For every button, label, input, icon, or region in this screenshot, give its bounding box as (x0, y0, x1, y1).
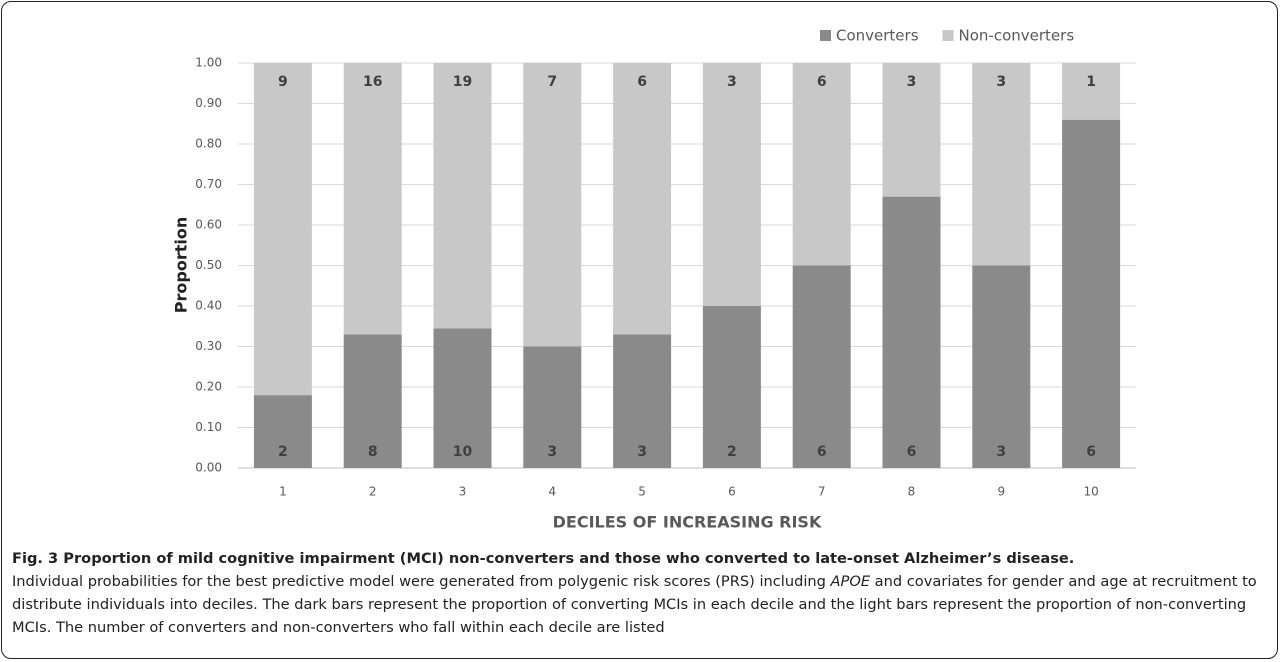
y-tick-label: 0.50 (195, 258, 222, 272)
x-tick-label: 10 (1083, 485, 1098, 499)
x-tick-label: 7 (818, 485, 826, 499)
count-label: 2 (727, 444, 737, 460)
legend-label: Non-converters (959, 27, 1075, 45)
bar-segment (613, 334, 672, 468)
count-label: 3 (907, 74, 917, 90)
bar-segment (253, 395, 312, 468)
legend-swatch (942, 30, 954, 41)
count-label: 1 (1086, 74, 1096, 90)
count-label: 8 (368, 444, 378, 460)
chart: Proportion DECILES OF INCREASING RISK 0.… (172, 27, 1136, 532)
y-tick-label: 0.60 (195, 218, 222, 232)
legend-label: Converters (836, 27, 919, 45)
caption-body: Individual probabilities for the best pr… (12, 573, 831, 590)
legend-swatch (820, 30, 831, 41)
x-tick-label: 9 (997, 485, 1005, 499)
x-tick-label: 5 (638, 485, 646, 499)
count-label: 7 (547, 74, 557, 90)
y-tick-label: 0.80 (195, 137, 222, 151)
bar-segment (343, 63, 402, 335)
bar-segment (702, 63, 761, 306)
bar-segment (972, 63, 1031, 266)
count-label: 6 (817, 74, 827, 90)
bar-segment (523, 63, 582, 347)
y-tick-label: 0.70 (195, 177, 222, 191)
bar-segment (1062, 119, 1121, 468)
caption: Fig. 3 Proportion of mild cognitive impa… (12, 547, 1274, 639)
x-tick-label: 4 (548, 485, 556, 499)
bar-segment (433, 63, 492, 329)
x-tick-label: 3 (459, 485, 467, 499)
caption-body: and covariates for gender and age at rec… (12, 573, 1257, 636)
bar-segment (792, 63, 851, 266)
count-label: 19 (453, 74, 472, 90)
x-tick-label: 1 (279, 485, 287, 499)
x-tick-label: 8 (908, 485, 916, 499)
bar-segment (882, 196, 941, 468)
count-label: 10 (453, 444, 473, 460)
bar-segment (792, 265, 851, 468)
x-axis-label: DECILES OF INCREASING RISK (553, 513, 822, 532)
y-tick-label: 0.30 (195, 339, 222, 353)
y-tick-label: 1.00 (195, 56, 222, 70)
count-label: 16 (363, 74, 382, 90)
count-label: 6 (637, 74, 647, 90)
count-label: 6 (817, 444, 827, 460)
y-tick-label: 0.20 (195, 380, 222, 394)
bar-segment (882, 63, 941, 197)
caption-title: Fig. 3 Proportion of mild cognitive impa… (12, 550, 1075, 567)
caption-italic: APOE (830, 573, 871, 590)
count-label: 9 (278, 74, 288, 90)
y-tick-label: 0.10 (195, 420, 222, 434)
y-tick-label: 0.90 (195, 96, 222, 110)
y-axis-label: Proportion (172, 217, 191, 313)
bar-segment (253, 63, 312, 396)
count-label: 3 (637, 444, 647, 460)
count-label: 3 (547, 444, 557, 460)
x-tick-label: 6 (728, 485, 736, 499)
bar-segment (613, 63, 672, 335)
count-label: 3 (996, 444, 1006, 460)
y-tick-label: 0.00 (195, 461, 222, 475)
count-label: 3 (727, 74, 737, 90)
count-label: 6 (907, 444, 917, 460)
bar-segment (433, 328, 492, 468)
bar-segment (523, 346, 582, 468)
bar-segment (702, 306, 761, 468)
count-label: 2 (278, 444, 288, 460)
count-label: 3 (996, 74, 1006, 90)
bar-segment (1062, 63, 1121, 120)
count-label: 6 (1086, 444, 1096, 460)
bar-segment (972, 265, 1031, 468)
x-tick-label: 2 (369, 485, 377, 499)
y-tick-label: 0.40 (195, 299, 222, 313)
bar-segment (343, 334, 402, 468)
